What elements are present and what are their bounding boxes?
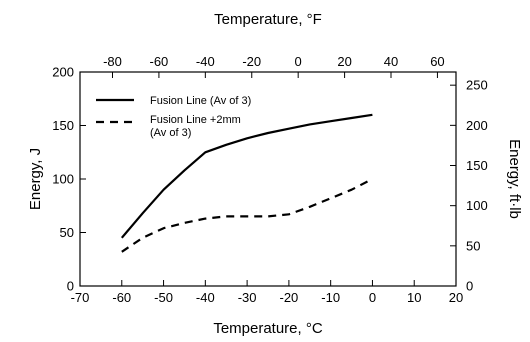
- x-tick-label: 20: [449, 290, 463, 305]
- x-tick-label: -70: [71, 290, 90, 305]
- y-tick-label: 0: [67, 279, 74, 294]
- y2-tick-label: 250: [466, 78, 488, 93]
- y-tick-label: 150: [52, 118, 74, 133]
- legend-label-fusion-line-2mm: Fusion Line +2mm: [150, 114, 241, 126]
- plot-frame: [79, 71, 457, 287]
- x-tick-label: 0: [369, 290, 376, 305]
- x-tick-label: -50: [154, 290, 173, 305]
- series-group: [120, 113, 373, 253]
- y2-tick-label: 50: [466, 238, 480, 253]
- legend: Fusion Line (Av of 3) Fusion Line +2mm (…: [96, 95, 251, 139]
- x2-tick-label: 40: [384, 54, 398, 69]
- left-axis-ticks: 0 50 100 150 200: [52, 65, 86, 294]
- x2-tick-label: 20: [337, 54, 351, 69]
- y2-tick-label: 200: [466, 118, 488, 133]
- y-axis-title: Energy, J: [27, 148, 44, 210]
- series-line-fusion-line-2mm: [121, 178, 373, 253]
- x2-tick-label: -80: [103, 54, 122, 69]
- x-tick-label: -30: [238, 290, 257, 305]
- x-tick-label: -40: [196, 290, 215, 305]
- legend-label-fusion-line: Fusion Line (Av of 3): [150, 95, 251, 107]
- x-tick-label: 10: [407, 290, 421, 305]
- top-axis-ticks: -80 -60 -40 -20 0 20 40 60: [103, 54, 445, 78]
- x-tick-label: -20: [279, 290, 298, 305]
- y-tick-label: 200: [52, 65, 74, 80]
- y2-axis-title: Energy, ft·lb: [506, 139, 523, 219]
- right-axis-ticks: 0 50 100 150 200 250: [450, 78, 488, 294]
- x2-tick-label: 0: [295, 54, 302, 69]
- y2-tick-label: 150: [466, 158, 488, 173]
- x2-tick-label: 60: [430, 54, 444, 69]
- legend-label-fusion-line-2mm-sub: (Av of 3): [150, 127, 191, 139]
- x2-axis-title: Temperature, °F: [214, 11, 322, 28]
- series-line-fusion-line: [120, 113, 373, 239]
- y2-tick-label: 100: [466, 198, 488, 213]
- y-tick-label: 50: [60, 225, 74, 240]
- x-tick-label: -60: [112, 290, 131, 305]
- y-tick-label: 100: [52, 172, 74, 187]
- bottom-axis-ticks: -70 -60 -50 -40 -30 -20 -10 0 10 20: [71, 280, 463, 305]
- y2-tick-label: 0: [466, 279, 473, 294]
- x-axis-title: Temperature, °C: [213, 320, 323, 337]
- x2-tick-label: -60: [150, 54, 169, 69]
- x-tick-label: -10: [321, 290, 340, 305]
- x2-tick-label: -40: [196, 54, 215, 69]
- x2-tick-label: -20: [242, 54, 261, 69]
